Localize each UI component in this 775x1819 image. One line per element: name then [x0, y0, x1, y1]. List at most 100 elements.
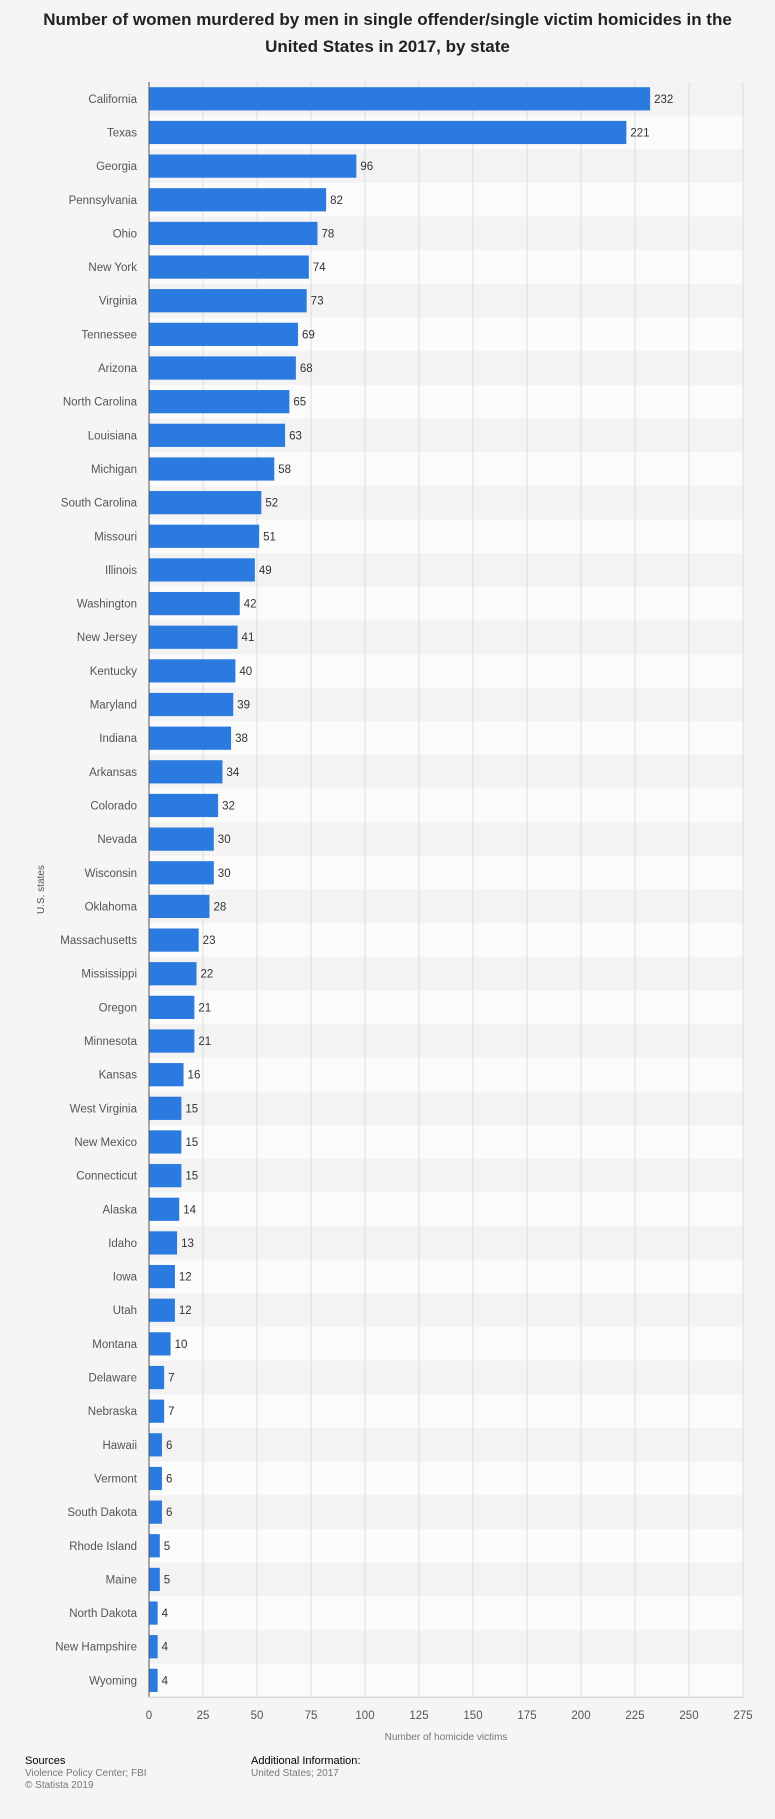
bar: [149, 356, 296, 380]
row-band: [149, 721, 743, 755]
category-label: Oregon: [99, 1002, 137, 1014]
data-label: 15: [185, 1103, 198, 1115]
row-band: [149, 1596, 743, 1630]
x-tick-label: 175: [517, 1710, 536, 1722]
category-label: New Hampshire: [55, 1642, 137, 1654]
data-label: 82: [330, 195, 343, 207]
bar: [149, 322, 299, 346]
row-band: [149, 654, 743, 688]
x-tick-label: 125: [409, 1710, 428, 1722]
bar: [149, 221, 318, 246]
row-band: [149, 1293, 743, 1328]
data-label: 58: [278, 464, 291, 476]
bar: [149, 928, 199, 952]
data-label: 10: [175, 1339, 188, 1351]
category-label: Texas: [107, 127, 137, 139]
data-label: 41: [242, 632, 255, 644]
row-band: [149, 1125, 743, 1159]
category-label: New Mexico: [74, 1137, 137, 1149]
x-tick-label: 225: [625, 1710, 644, 1722]
category-label: Delaware: [88, 1373, 137, 1385]
row-band: [149, 1226, 743, 1260]
row-band: [149, 1360, 743, 1395]
bar: [149, 1332, 171, 1356]
row-band: [149, 1057, 743, 1092]
bar: [149, 423, 286, 447]
category-label: Ohio: [113, 228, 137, 240]
category-label: Arkansas: [89, 767, 137, 779]
row-band: [149, 855, 743, 890]
additional-info-block: Additional Information: United States; 2…: [251, 1755, 360, 1780]
row-band: [149, 1629, 743, 1664]
data-label: 6: [166, 1440, 172, 1452]
bar: [149, 1164, 182, 1188]
row-band: [149, 956, 743, 991]
bar: [149, 87, 651, 111]
category-label: Rhode Island: [69, 1541, 137, 1553]
bar: [149, 1567, 160, 1592]
row-band: [149, 687, 743, 722]
category-label: Utah: [113, 1305, 137, 1317]
bar: [149, 1264, 175, 1289]
bar: [149, 1130, 182, 1154]
category-label: California: [88, 94, 137, 106]
bar: [149, 1197, 180, 1221]
category-label: Pennsylvania: [69, 195, 138, 207]
data-label: 65: [293, 397, 306, 409]
category-label: Nevada: [97, 834, 137, 846]
row-band: [149, 1091, 743, 1126]
data-label: 13: [181, 1238, 194, 1250]
category-label: Maryland: [90, 700, 137, 712]
category-label: Wyoming: [89, 1675, 137, 1687]
row-band: [149, 755, 743, 789]
category-label: Colorado: [90, 800, 137, 812]
data-label: 28: [213, 901, 226, 913]
data-label: 38: [235, 733, 248, 745]
bar: [149, 726, 232, 750]
row-band: [149, 1663, 743, 1698]
additional-info-heading: Additional Information:: [251, 1755, 361, 1767]
x-tick-label: 0: [146, 1710, 152, 1722]
row-band: [149, 990, 743, 1025]
data-label: 40: [239, 666, 252, 678]
data-label: 6: [166, 1507, 172, 1519]
row-band: [149, 889, 743, 924]
x-tick-label: 150: [463, 1710, 482, 1722]
bar: [149, 457, 275, 481]
bar: [149, 1601, 158, 1625]
row-band: [149, 620, 743, 655]
category-label: Hawaii: [102, 1440, 137, 1452]
bar: [149, 1668, 158, 1692]
category-label: Indiana: [99, 733, 137, 745]
x-tick-label: 250: [679, 1710, 698, 1722]
data-label: 5: [164, 1541, 170, 1553]
bar: [149, 962, 197, 986]
bar: [149, 524, 260, 548]
bar: [149, 1298, 175, 1322]
x-tick-label: 275: [733, 1710, 752, 1722]
category-label: Mississippi: [81, 969, 137, 981]
data-label: 69: [302, 329, 315, 341]
row-band: [149, 1394, 743, 1428]
row-band: [149, 1461, 743, 1496]
data-label: 23: [203, 935, 216, 947]
chart-title: Number of women murdered by men in singl…: [43, 10, 732, 56]
row-band: [149, 923, 743, 957]
bar: [149, 793, 219, 818]
x-tick-label: 25: [197, 1710, 210, 1722]
data-label: 6: [166, 1473, 172, 1485]
data-label: 34: [226, 767, 239, 779]
row-band: [149, 1562, 743, 1597]
category-label: Illinois: [105, 565, 137, 577]
data-label: 21: [198, 1002, 211, 1014]
category-label: Tennessee: [81, 329, 137, 341]
data-label: 21: [198, 1036, 211, 1048]
category-label: South Dakota: [67, 1507, 137, 1519]
category-label: North Carolina: [63, 397, 138, 409]
data-label: 63: [289, 430, 302, 442]
data-label: 4: [162, 1608, 169, 1620]
category-label: Washington: [77, 599, 137, 611]
bar: [149, 255, 309, 279]
data-label: 32: [222, 800, 235, 812]
